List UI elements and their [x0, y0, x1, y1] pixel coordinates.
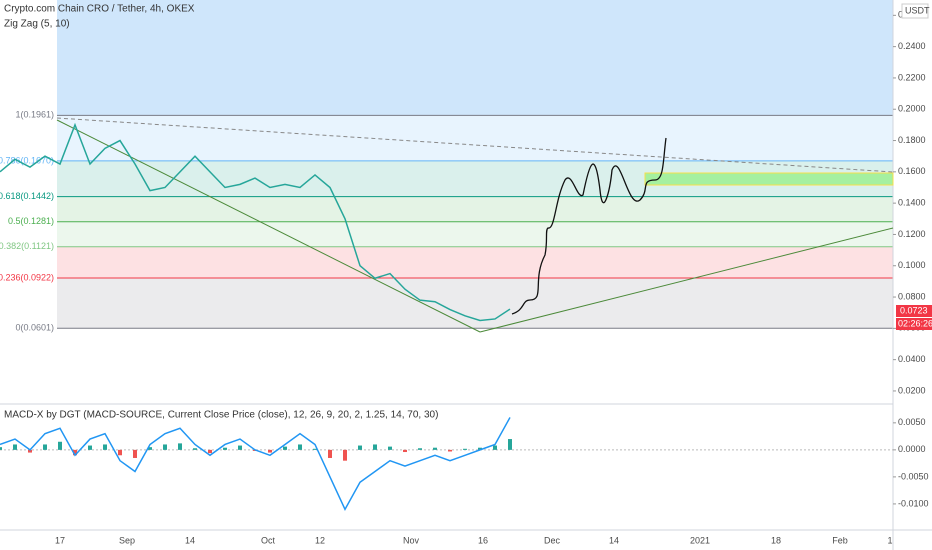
fib-label: 0.618(0.1442): [0, 191, 54, 201]
chart-title: Crypto.com Chain CRO / Tether, 4h, OKEX: [4, 4, 195, 15]
y-tick-label: 0.1800: [898, 135, 926, 145]
histogram-bar: [433, 447, 437, 450]
histogram-bar: [223, 447, 227, 450]
x-tick-label: 14: [609, 535, 619, 545]
x-tick-label: 18: [771, 535, 781, 545]
histogram-bar: [103, 444, 107, 450]
y-tick-label: 0.0200: [898, 385, 926, 395]
x-tick-label: Nov: [403, 535, 420, 545]
histogram-bar: [58, 441, 62, 450]
y-tick-label: 0.2200: [898, 72, 926, 82]
indicator-label: Zig Zag (5, 10): [4, 19, 70, 30]
histogram-bar: [478, 447, 482, 450]
fib-label: 0.236(0.0922): [0, 272, 54, 282]
histogram-bar: [73, 449, 77, 456]
x-tick-label: 2021: [690, 535, 710, 545]
fib-label: 0.382(0.1121): [0, 241, 54, 251]
histogram-bar: [448, 449, 452, 452]
macd-line: [0, 417, 511, 511]
marks: 0.26000.24000.22000.20000.18000.16000.14…: [0, 10, 929, 545]
countdown-box: [896, 318, 932, 330]
target-zone: [644, 172, 894, 186]
x-tick-label: 16: [478, 535, 488, 545]
y-tick-label: 0.1600: [898, 166, 926, 176]
x-tick-label: 12: [315, 535, 325, 545]
histogram-bar: [43, 444, 47, 450]
currency: USDT: [905, 5, 930, 15]
x-tick-label: Feb: [832, 535, 848, 545]
fib-band: [57, 277, 893, 329]
histogram-bar: [388, 446, 392, 450]
fib-label: 0.786(0.1670): [0, 155, 54, 165]
histogram-bar: [13, 444, 17, 450]
indicator-title: MACD-X by DGT (MACD-SOURCE, Current Clos…: [4, 410, 438, 421]
histogram-bar: [178, 443, 182, 450]
y-tick-label: 0.0800: [898, 291, 926, 301]
projection-drawing: [511, 137, 667, 315]
histogram-bar: [313, 448, 317, 450]
fib-label: 0.5(0.1281): [8, 216, 54, 226]
trendline: [56, 119, 481, 333]
histogram-bar: [118, 449, 122, 456]
fib-band: [57, 246, 893, 278]
fib-label: 0(0.0601): [15, 323, 54, 333]
histogram-bar: [88, 445, 92, 450]
histogram-bar: [148, 447, 152, 450]
histogram-bar: [193, 448, 197, 450]
histogram-bar: [493, 445, 497, 450]
y-tick-label: 0.0000: [898, 444, 926, 454]
fib-bands: 1(0.1961) 0.786(0.1670) 0.618(0.1442) 0.5(0…: [0, 0, 893, 333]
histogram-bar: [463, 448, 467, 450]
fib-band: [57, 196, 893, 222]
x-tick-label: Sep: [119, 535, 135, 545]
fib-band: [57, 115, 893, 161]
currency-box: [901, 3, 929, 19]
last-price-box: [896, 305, 932, 317]
y-tick-label: 0.1000: [898, 260, 926, 270]
histogram-bar: [268, 449, 272, 453]
histogram-bar: [343, 449, 347, 461]
histogram-bar: [208, 449, 212, 454]
y-tick-label: -0.0100: [898, 498, 929, 508]
x-tick-label: 1: [887, 535, 892, 545]
histogram-bar: [0, 447, 2, 450]
histogram-bar: [328, 449, 332, 458]
histogram-bar: [373, 444, 377, 450]
histogram-bar: [508, 439, 512, 450]
band-above: [57, 0, 893, 116]
y-tick-label: 0.2000: [898, 104, 926, 114]
x-tick-label: 17: [55, 535, 65, 545]
trendline: [479, 227, 894, 333]
x-tick-label: 14: [185, 535, 195, 545]
histogram-bar: [133, 449, 137, 458]
histogram-bar: [28, 449, 32, 453]
y-tick-label: -0.0050: [898, 471, 929, 481]
histogram-bar: [283, 446, 287, 450]
fib-band: [57, 221, 893, 247]
histogram-bar: [163, 444, 167, 450]
histogram-bar: [418, 448, 422, 450]
histogram-bar: [403, 449, 407, 453]
y-tick-label: 0.2400: [898, 41, 926, 51]
histogram-bar: [358, 445, 362, 450]
y-tick-label: 0.0400: [898, 354, 926, 364]
y-tick-label: 0.0050: [898, 417, 926, 427]
x-tick-label: Dec: [544, 535, 561, 545]
fib-label: 1(0.1961): [15, 110, 54, 120]
y-tick-label: 0.1400: [898, 198, 926, 208]
x-tick-label: Oct: [261, 535, 276, 545]
last-price: 0.0723: [900, 305, 928, 315]
price-line: [0, 122, 511, 322]
y-tick-label: 0.1200: [898, 229, 926, 239]
countdown: 02:26:26: [898, 318, 932, 328]
histogram-bar: [238, 445, 242, 450]
histogram-bar: [298, 444, 302, 450]
